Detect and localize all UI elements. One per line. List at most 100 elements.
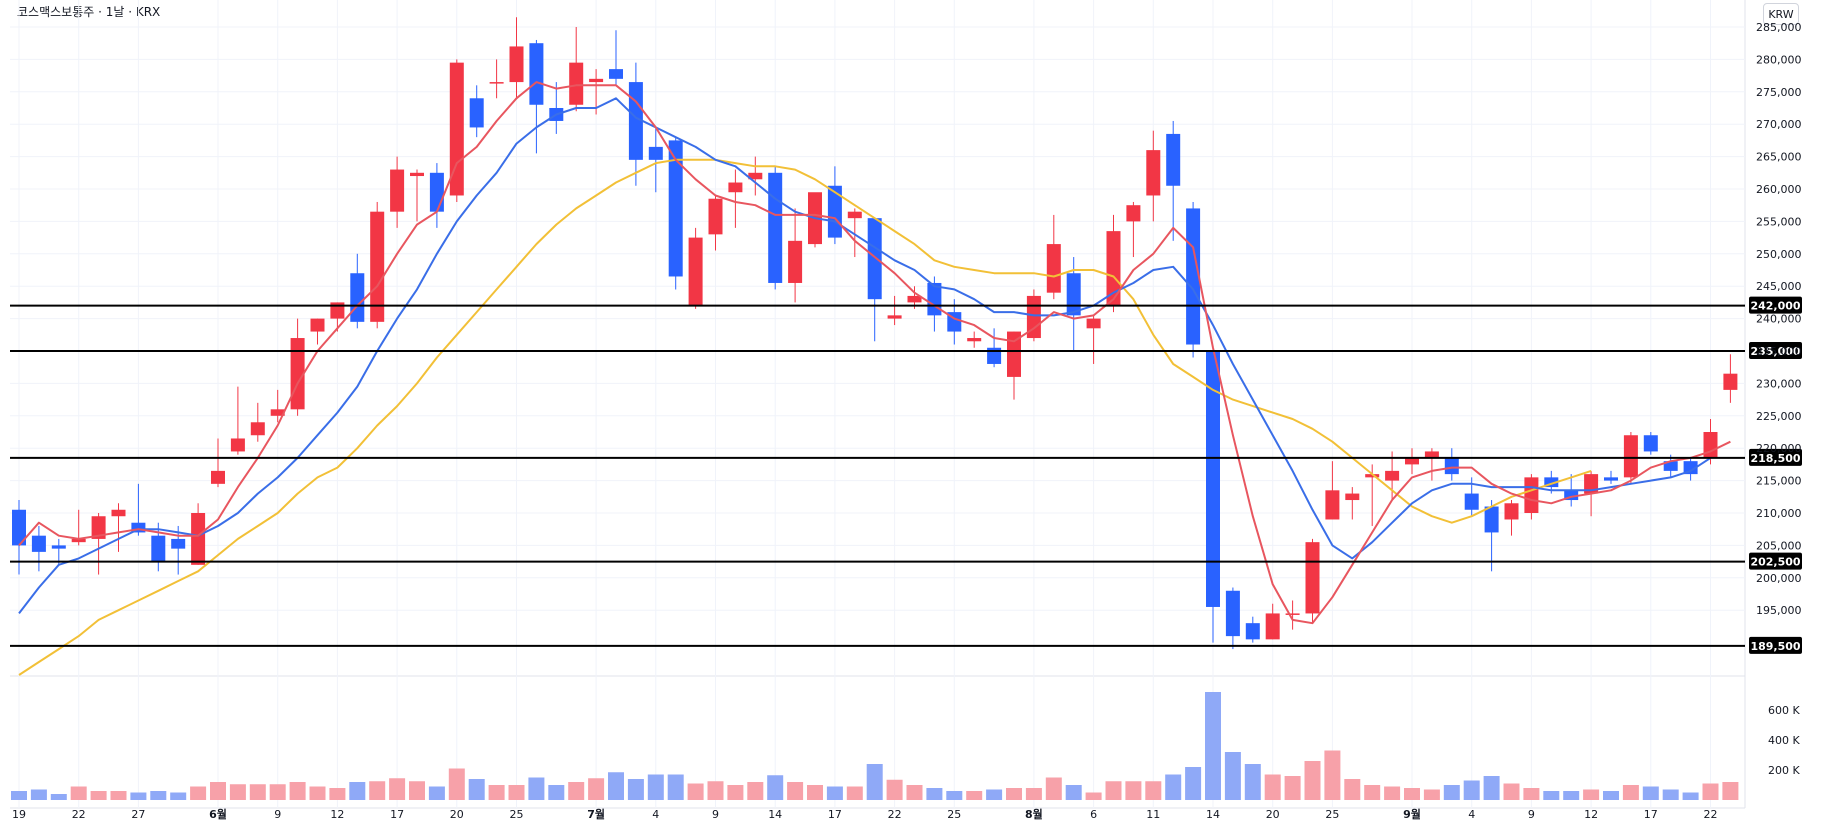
- volume-bar: [1284, 776, 1301, 800]
- price-tick-label: 260,000: [1756, 183, 1802, 196]
- candle-body: [310, 318, 325, 332]
- chart-title: 코스맥스보통주 · 1날 · KRX: [17, 5, 161, 19]
- volume-bar: [190, 786, 207, 800]
- candle-body: [1007, 331, 1021, 377]
- price-tick-label: 275,000: [1756, 86, 1802, 99]
- candle-body: [1046, 244, 1061, 293]
- candle-body: [1604, 477, 1618, 481]
- time-tick-label: 7월: [587, 807, 605, 821]
- volume-bar: [627, 779, 644, 800]
- volume-bar: [1006, 788, 1022, 800]
- time-tick-label: 27: [131, 808, 145, 821]
- candle-body: [429, 172, 444, 212]
- volume-bar: [727, 785, 744, 800]
- candle-body: [449, 62, 464, 196]
- candle-body: [31, 535, 46, 552]
- level-label-box: [1749, 552, 1802, 570]
- time-tick-label: 20: [1266, 808, 1280, 821]
- candle-body: [1484, 506, 1499, 533]
- volume-bar: [1165, 774, 1182, 800]
- candle-body: [151, 535, 166, 562]
- volume-bar: [747, 782, 764, 800]
- volume-bar: [1404, 788, 1420, 800]
- time-tick-label: 9: [274, 808, 281, 821]
- candle-body: [211, 470, 225, 484]
- candle-body: [1166, 133, 1181, 186]
- price-tick-label: 240,000: [1756, 313, 1802, 326]
- level-label: 235,000: [1750, 345, 1800, 358]
- candle-body: [1345, 493, 1360, 501]
- candle-body: [270, 409, 285, 416]
- candle-body: [1623, 435, 1638, 478]
- volume-bar: [1145, 781, 1162, 800]
- time-tick-label: 19: [12, 808, 26, 821]
- candle-body: [768, 172, 783, 283]
- volume-bar: [349, 782, 366, 800]
- volume-bar: [1702, 783, 1719, 800]
- volume-bar: [926, 788, 943, 800]
- candle-body: [1086, 318, 1101, 329]
- candle-body: [131, 522, 146, 533]
- candle-body: [708, 198, 723, 235]
- time-tick-label: 12: [1584, 808, 1598, 821]
- candle-body: [1564, 490, 1579, 501]
- volume-bar: [787, 782, 804, 800]
- candle-body: [1365, 474, 1380, 478]
- price-tick-label: 245,000: [1756, 280, 1802, 293]
- volume-bar: [468, 779, 485, 800]
- volume-bar: [488, 785, 505, 800]
- time-tick-label: 25: [947, 808, 961, 821]
- volume-bar: [608, 772, 624, 800]
- candle-body: [191, 513, 206, 565]
- candle-body: [589, 78, 604, 83]
- candle-body: [250, 422, 265, 436]
- volume-bar: [329, 788, 346, 800]
- grid-lines: [10, 0, 1746, 809]
- volume-bar: [1543, 791, 1560, 800]
- time-tick-label: 9: [1528, 808, 1535, 821]
- price-tick-label: 195,000: [1756, 604, 1802, 617]
- volume-bar: [110, 791, 127, 800]
- time-tick-label: 25: [1325, 808, 1339, 821]
- ma-mid-line: [18, 97, 1712, 615]
- volume-bar: [170, 792, 187, 800]
- level-label: 218,500: [1750, 452, 1800, 465]
- moving-averages: [18, 81, 1731, 676]
- volume-bar: [409, 781, 425, 800]
- price-tick-label: 235,000: [1756, 345, 1802, 358]
- volume-bar: [269, 784, 286, 800]
- time-tick-label: 9월: [1403, 807, 1421, 821]
- level-label-box: [1749, 636, 1802, 654]
- volume-bar: [1185, 767, 1202, 800]
- candle-body: [1126, 205, 1141, 222]
- price-tick-label: 220,000: [1756, 442, 1802, 455]
- horizontal-lines[interactable]: 242,000 235,000 218,500 202,500 189,500: [10, 296, 1802, 654]
- candle-body: [1723, 373, 1738, 390]
- volume-bar: [846, 786, 863, 800]
- time-tick-label: 6: [1090, 808, 1097, 821]
- time-tick-label: 14: [1206, 808, 1220, 821]
- volume-bar: [1344, 779, 1361, 800]
- candle-body: [71, 538, 86, 543]
- time-tick-label: 22: [1704, 808, 1718, 821]
- volume-bar: [229, 784, 246, 800]
- price-tick-label: 285,000: [1756, 21, 1802, 34]
- price-tick-label: 265,000: [1756, 151, 1802, 164]
- volume-bar: [826, 786, 843, 800]
- volume-tick-label: 200 K: [1768, 764, 1800, 777]
- candle-body: [827, 185, 842, 238]
- volume-bars: [11, 692, 1739, 800]
- candle-body: [728, 182, 743, 193]
- volume-bar: [1324, 750, 1341, 800]
- volume-bar: [389, 778, 406, 800]
- candle-body: [410, 172, 424, 177]
- candle-body: [529, 43, 544, 105]
- time-tick-label: 4: [652, 808, 659, 821]
- price-tick-label: 280,000: [1756, 53, 1802, 66]
- volume-bar: [1463, 780, 1480, 800]
- volume-bar: [1583, 789, 1600, 800]
- time-tick-label: 22: [888, 808, 902, 821]
- price-tick-label: 250,000: [1756, 248, 1802, 261]
- currency-button[interactable]: KRW: [1763, 3, 1799, 25]
